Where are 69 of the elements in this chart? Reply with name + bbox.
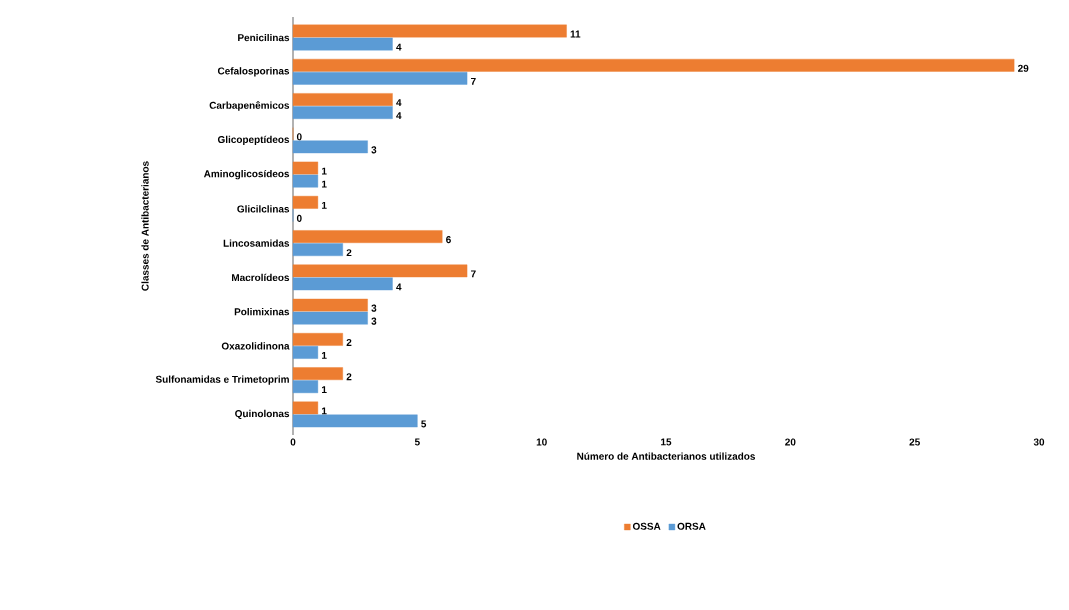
data-label: 1 [322, 351, 327, 359]
bar [292, 311, 368, 325]
y-tick-label: Oxazolidinona [221, 342, 290, 350]
bar [292, 414, 418, 428]
bar [292, 230, 443, 243]
data-label: 11 [570, 30, 581, 38]
bar [292, 346, 319, 359]
x-tick-label: 0 [290, 438, 296, 446]
bar [292, 174, 319, 188]
x-tick-label: 5 [414, 438, 420, 446]
y-tick-label: Glicopeptídeos [217, 135, 290, 146]
y-tick-label: Penicilinas [238, 33, 290, 42]
bar [292, 24, 567, 38]
y-tick-label: Quinolonas [235, 409, 290, 420]
data-label: 3 [371, 317, 377, 325]
bar [292, 161, 319, 175]
bar [292, 71, 468, 85]
bar [292, 37, 393, 51]
data-label: 3 [371, 304, 377, 312]
y-axis-title: Classes de Antibacterianos [141, 161, 149, 291]
y-tick-label: Aminoglicosídeos [203, 169, 290, 180]
data-label: 1 [322, 407, 327, 415]
y-tick-label: Sulfonamidas e Trimetoprim [155, 375, 289, 385]
bar [292, 140, 368, 154]
data-label: 6 [446, 236, 451, 244]
bar [292, 380, 319, 394]
data-label: 5 [421, 420, 427, 428]
x-tick-label: 10 [536, 438, 547, 446]
bar [292, 333, 343, 346]
y-tick-label: Carbapenêmicos [209, 101, 290, 111]
data-label: 29 [1018, 64, 1029, 72]
data-label: 2 [346, 249, 352, 257]
y-tick-label: Macrolídeos [232, 273, 290, 282]
x-tick-label: 30 [1033, 438, 1045, 446]
data-label: 0 [296, 133, 302, 141]
bar [292, 298, 368, 312]
x-tick-label: 25 [909, 438, 920, 446]
data-label: 1 [322, 167, 327, 175]
bar [292, 93, 393, 106]
x-tick-label: 20 [785, 438, 796, 446]
bar [292, 264, 468, 278]
data-label: 1 [322, 180, 327, 188]
y-tick-label: Lincosamidas [223, 239, 290, 247]
x-tick-label: 15 [661, 438, 672, 446]
bar [292, 58, 1015, 72]
data-label: 4 [396, 283, 402, 291]
data-label: 1 [322, 201, 327, 209]
bar [292, 243, 343, 256]
data-label: 4 [396, 99, 402, 106]
bar [292, 367, 343, 381]
data-label: 7 [471, 270, 476, 278]
legend-label: ORSA [677, 522, 706, 530]
data-label: 7 [471, 77, 476, 85]
data-label: 3 [371, 146, 377, 154]
y-tick-label: Polimixinas [234, 307, 290, 316]
bar [292, 195, 319, 209]
bar [292, 277, 393, 291]
data-label: 2 [346, 338, 352, 346]
y-tick-label: Cefalosporinas [217, 67, 290, 77]
bar [292, 401, 319, 415]
data-label: 0 [296, 214, 302, 222]
data-label: 2 [346, 373, 352, 381]
x-axis-title: Número de Antibacterianos utilizados [577, 452, 756, 460]
data-label: 4 [396, 112, 402, 120]
legend-label: OSSA [632, 522, 661, 530]
data-label: 1 [322, 386, 327, 394]
y-tick-label: Glicilclinas [237, 205, 290, 213]
bar [292, 106, 393, 119]
data-label: 4 [396, 43, 402, 51]
